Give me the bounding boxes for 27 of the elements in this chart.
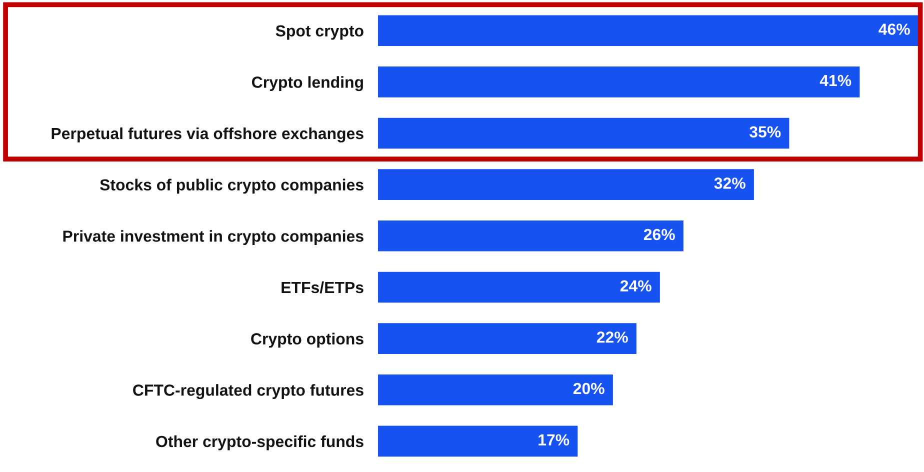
bar [378, 169, 754, 200]
data-label: 32% [714, 178, 746, 189]
y-tick-label: Stocks of public crypto companies [100, 178, 364, 194]
y-tick-label: Perpetual futures via offshore exchanges [52, 127, 364, 142]
data-label: 24% [620, 280, 652, 292]
y-tick-label: Other crypto-specific funds [156, 435, 364, 450]
y-tick-label: ETFs/ETPs [282, 281, 364, 294]
bar [378, 15, 918, 46]
data-label: 22% [596, 332, 628, 343]
bar [378, 220, 684, 252]
data-label: 26% [644, 228, 675, 240]
bar [378, 323, 636, 354]
y-tick-label: CFTC-regulated crypto futures [133, 384, 364, 400]
data-label: 41% [820, 74, 852, 86]
data-label: 20% [573, 382, 604, 394]
y-tick-label: Spot crypto [276, 25, 364, 40]
bar [378, 118, 790, 149]
data-label: 35% [749, 126, 781, 138]
bar [378, 272, 660, 303]
y-tick-label: Private investment in crypto companies [63, 230, 364, 245]
bar [378, 66, 860, 98]
bar [378, 374, 613, 406]
y-tick-label: Crypto lending [252, 76, 363, 92]
data-label: 17% [538, 434, 570, 446]
data-label: 46% [878, 24, 910, 35]
y-tick-label: Crypto options [251, 332, 364, 348]
bar [378, 426, 578, 457]
